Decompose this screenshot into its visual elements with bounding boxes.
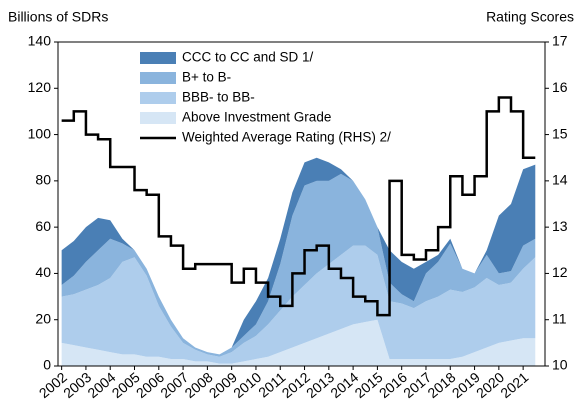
y2-tick-label: 10 bbox=[552, 357, 568, 373]
legend-label: Above Investment Grade bbox=[182, 110, 331, 125]
y2-axis-label: Rating Scores bbox=[486, 9, 574, 25]
area bbox=[61, 173, 536, 357]
area bbox=[61, 245, 536, 364]
y2-tick-label: 12 bbox=[552, 264, 568, 280]
legend-label: B+ to B- bbox=[182, 70, 231, 85]
y-tick-label: 80 bbox=[35, 172, 51, 188]
y2-tick-label: 11 bbox=[552, 310, 567, 326]
y2-tick-label: 13 bbox=[552, 218, 568, 234]
y2-tick-label: 15 bbox=[552, 125, 568, 141]
legend-swatch bbox=[140, 52, 176, 64]
legend-label: Weighted Average Rating (RHS) 2/ bbox=[182, 130, 391, 145]
y2-tick-label: 14 bbox=[552, 172, 568, 188]
legend-label: BBB- to BB- bbox=[182, 90, 255, 105]
x-tick-label: 2021 bbox=[497, 369, 531, 401]
line bbox=[61, 96, 536, 317]
plot-frame bbox=[57, 41, 546, 367]
y-tick-label: 120 bbox=[28, 79, 52, 95]
y-tick-label: 0 bbox=[43, 357, 51, 373]
area bbox=[61, 319, 536, 366]
area bbox=[61, 157, 536, 355]
legend-label: CCC to CC and SD 1/ bbox=[182, 50, 314, 65]
y-tick-label: 140 bbox=[28, 33, 52, 49]
y2-tick-label: 16 bbox=[552, 79, 568, 95]
y2-tick-label: 17 bbox=[552, 33, 568, 49]
y-tick-label: 20 bbox=[35, 310, 51, 326]
legend-swatch bbox=[140, 92, 176, 104]
y-tick-label: 40 bbox=[35, 264, 51, 280]
legend-swatch bbox=[140, 112, 176, 124]
legend-swatch bbox=[140, 72, 176, 84]
y-axis-label: Billions of SDRs bbox=[8, 9, 108, 25]
y-tick-label: 100 bbox=[28, 125, 52, 141]
y-tick-label: 60 bbox=[35, 218, 51, 234]
